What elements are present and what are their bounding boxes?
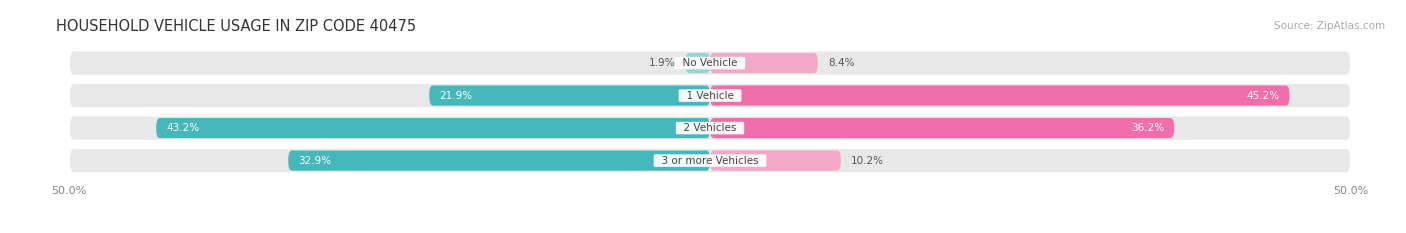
Text: 1 Vehicle: 1 Vehicle <box>681 91 740 101</box>
FancyBboxPatch shape <box>710 86 1289 106</box>
Text: 10.2%: 10.2% <box>851 156 884 166</box>
FancyBboxPatch shape <box>710 118 1174 138</box>
FancyBboxPatch shape <box>288 151 710 171</box>
Text: 36.2%: 36.2% <box>1130 123 1164 133</box>
FancyBboxPatch shape <box>710 53 818 73</box>
Text: 3 or more Vehicles: 3 or more Vehicles <box>655 156 765 166</box>
Text: 8.4%: 8.4% <box>828 58 855 68</box>
Text: 1.9%: 1.9% <box>650 58 675 68</box>
FancyBboxPatch shape <box>69 83 1351 108</box>
Text: HOUSEHOLD VEHICLE USAGE IN ZIP CODE 40475: HOUSEHOLD VEHICLE USAGE IN ZIP CODE 4047… <box>56 19 416 34</box>
FancyBboxPatch shape <box>69 115 1351 141</box>
FancyBboxPatch shape <box>429 86 710 106</box>
Text: Source: ZipAtlas.com: Source: ZipAtlas.com <box>1274 21 1385 31</box>
Legend: Owner-occupied, Renter-occupied: Owner-occupied, Renter-occupied <box>593 230 827 233</box>
Text: 43.2%: 43.2% <box>166 123 200 133</box>
Text: 2 Vehicles: 2 Vehicles <box>678 123 742 133</box>
FancyBboxPatch shape <box>710 151 841 171</box>
FancyBboxPatch shape <box>156 118 710 138</box>
FancyBboxPatch shape <box>69 148 1351 173</box>
Text: 32.9%: 32.9% <box>298 156 332 166</box>
FancyBboxPatch shape <box>69 50 1351 76</box>
Text: 21.9%: 21.9% <box>440 91 472 101</box>
Text: 45.2%: 45.2% <box>1246 91 1279 101</box>
FancyBboxPatch shape <box>686 53 710 73</box>
Text: No Vehicle: No Vehicle <box>676 58 744 68</box>
